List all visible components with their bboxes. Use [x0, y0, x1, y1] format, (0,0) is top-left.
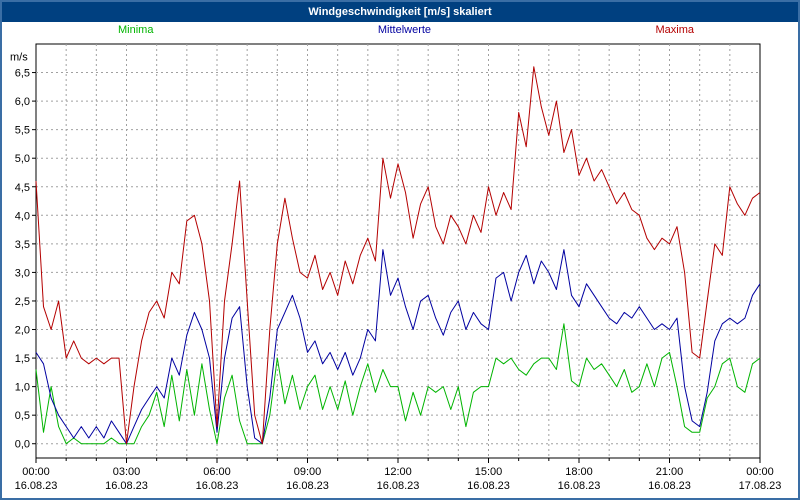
- svg-text:09:00: 09:00: [294, 466, 322, 478]
- legend-minima: Minima: [118, 24, 154, 36]
- svg-text:3,5: 3,5: [15, 239, 30, 251]
- svg-text:00:00: 00:00: [746, 466, 774, 478]
- svg-text:4,5: 4,5: [15, 182, 30, 194]
- window-title: Windgeschwindigkeit [m/s] skaliert: [2, 2, 798, 22]
- svg-text:0,5: 0,5: [15, 410, 30, 422]
- svg-text:0,0: 0,0: [15, 439, 30, 451]
- svg-text:00:00: 00:00: [22, 466, 50, 478]
- svg-text:5,5: 5,5: [15, 125, 30, 137]
- svg-text:21:00: 21:00: [656, 466, 684, 478]
- svg-text:4,0: 4,0: [15, 210, 30, 222]
- svg-text:m/s: m/s: [10, 52, 28, 64]
- svg-text:16.08.23: 16.08.23: [286, 480, 329, 492]
- svg-text:12:00: 12:00: [384, 466, 412, 478]
- svg-text:16.08.23: 16.08.23: [105, 480, 148, 492]
- chart-area: 0,0 0,5 1,0 1,5 2,0 2,5 3,0 3,5 4,0 4,5 5,0 5,5 6,0 6…: [2, 38, 798, 498]
- svg-text:6,5: 6,5: [15, 68, 30, 80]
- svg-text:16.08.23: 16.08.23: [15, 480, 58, 492]
- legend: Minima Mittelwerte Maxima: [2, 22, 798, 38]
- svg-text:16.08.23: 16.08.23: [648, 480, 691, 492]
- svg-text:17.08.23: 17.08.23: [739, 480, 782, 492]
- svg-text:16.08.23: 16.08.23: [558, 480, 601, 492]
- svg-text:1,5: 1,5: [15, 353, 30, 365]
- legend-mittelwerte: Mittelwerte: [377, 24, 432, 36]
- svg-text:5,0: 5,0: [15, 153, 30, 165]
- legend-maxima: Maxima: [655, 24, 694, 36]
- svg-text:06:00: 06:00: [203, 466, 231, 478]
- svg-text:16.08.23: 16.08.23: [467, 480, 510, 492]
- svg-text:16.08.23: 16.08.23: [196, 480, 239, 492]
- svg-text:18:00: 18:00: [565, 466, 593, 478]
- svg-text:6,0: 6,0: [15, 96, 30, 108]
- svg-text:3,0: 3,0: [15, 267, 30, 279]
- svg-text:15:00: 15:00: [475, 466, 503, 478]
- svg-text:16.08.23: 16.08.23: [377, 480, 420, 492]
- svg-text:2,5: 2,5: [15, 296, 30, 308]
- svg-text:03:00: 03:00: [113, 466, 141, 478]
- wind-chart-svg: 0,0 0,5 1,0 1,5 2,0 2,5 3,0 3,5 4,0 4,5 5,0 5,5 6,0 6…: [10, 43, 782, 492]
- svg-text:2,0: 2,0: [15, 325, 30, 337]
- svg-text:1,0: 1,0: [15, 382, 30, 394]
